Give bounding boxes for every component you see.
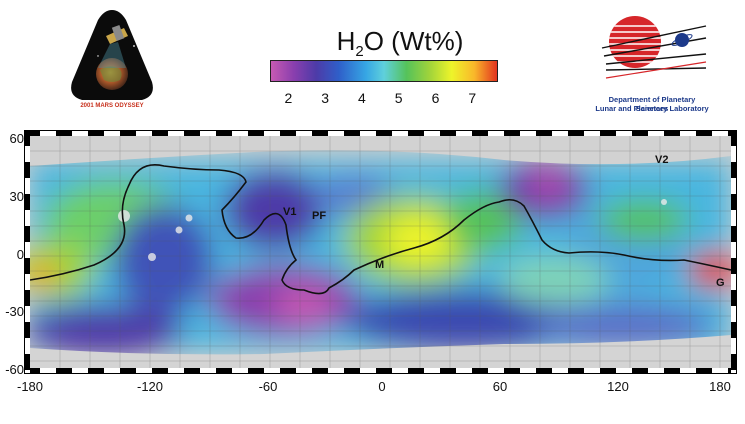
map-border-top bbox=[24, 130, 737, 136]
colorbar-tick-3: 3 bbox=[321, 90, 330, 106]
lon-label-minus60: -60 bbox=[258, 379, 278, 394]
dichotomy-boundary-line bbox=[30, 164, 731, 295]
colorbar-tick-6: 6 bbox=[431, 90, 440, 106]
lat-label-minus30: -30 bbox=[5, 304, 24, 319]
graticule bbox=[30, 136, 731, 368]
patch-caption: 2001 MARS ODYSSEY bbox=[80, 103, 144, 109]
legend-title-sub: 2 bbox=[355, 43, 364, 61]
colorbar-tick-2: 2 bbox=[284, 90, 293, 106]
legend-title-h: H bbox=[336, 26, 356, 56]
legend-title: H2O (Wt%) bbox=[300, 26, 500, 60]
institution-line1: Department of Planetary Sciences bbox=[608, 95, 696, 113]
map-border-right bbox=[731, 130, 737, 374]
lon-label-minus120: -120 bbox=[136, 379, 164, 394]
site-label-pf: PF bbox=[312, 210, 327, 222]
south-polar-terrain bbox=[30, 335, 731, 368]
lat-label-0: 0 bbox=[16, 247, 24, 262]
lon-label-0: 0 bbox=[378, 379, 386, 394]
institution-line2: Lunar and Planetary Laboratory bbox=[595, 104, 709, 113]
colorbar bbox=[270, 60, 498, 82]
lon-label-minus180: -180 bbox=[16, 379, 44, 394]
map-border-left bbox=[24, 130, 30, 374]
lon-label-120: 120 bbox=[607, 379, 629, 394]
colorbar-tick-5: 5 bbox=[394, 90, 403, 106]
lat-label-minus60: -60 bbox=[5, 362, 24, 377]
site-label-v1: V1 bbox=[283, 206, 297, 218]
north-polar-terrain bbox=[30, 136, 731, 166]
lpl-logo bbox=[601, 16, 707, 79]
water-heatmap bbox=[30, 160, 731, 355]
site-label-g: G bbox=[716, 277, 725, 289]
lat-label-30: 30 bbox=[9, 189, 24, 204]
colorbar-tick-7: 7 bbox=[468, 90, 477, 106]
tharsis-volcanoes bbox=[118, 199, 667, 261]
legend-title-rest: O (Wt%) bbox=[363, 26, 464, 56]
colorbar-tick-4: 4 bbox=[358, 90, 366, 106]
mars-odyssey-patch bbox=[71, 10, 153, 100]
site-label-v2: V2 bbox=[655, 154, 669, 166]
lon-label-180: 180 bbox=[709, 379, 731, 394]
mars-water-map bbox=[24, 130, 737, 374]
lon-label-60: 60 bbox=[492, 379, 508, 394]
map-border-bottom bbox=[24, 368, 737, 374]
site-label-m: M bbox=[375, 259, 385, 271]
lat-label-60: 60 bbox=[9, 131, 24, 146]
